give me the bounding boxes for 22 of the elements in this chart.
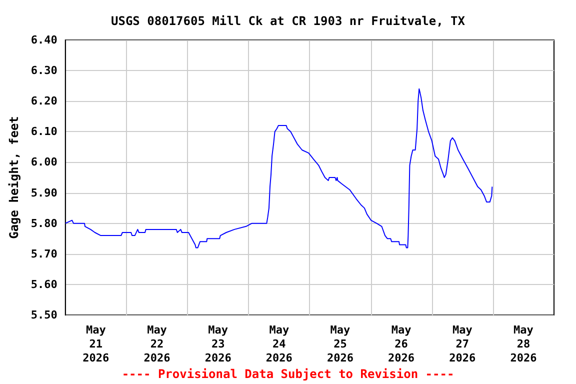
y-tick-label: 6.40 bbox=[30, 34, 58, 46]
y-tick-label: 5.80 bbox=[30, 216, 58, 230]
x-tick-label: May 26 2026 bbox=[388, 324, 415, 364]
chart-title: USGS 08017605 Mill Ck at CR 1903 nr Fruitvale, TX bbox=[110, 14, 466, 28]
x-tick-label: May 28 2026 bbox=[510, 324, 538, 364]
y-tick-label: 5.70 bbox=[30, 247, 58, 260]
x-tick-label: May 23 2026 bbox=[204, 324, 232, 364]
line-series bbox=[64, 88, 493, 248]
x-tick-label: May 25 2026 bbox=[326, 324, 354, 364]
y-tick-label: 6.30 bbox=[30, 64, 58, 78]
y-tick-label: 5.60 bbox=[30, 278, 58, 291]
y-axis-title: Gage height, feet bbox=[7, 116, 21, 239]
x-tick-label: May 22 2026 bbox=[144, 324, 171, 364]
y-tick-label: 5.50 bbox=[30, 308, 58, 322]
y-tick-label: 6.20 bbox=[30, 94, 58, 108]
y-tick-label: 6.00 bbox=[30, 156, 58, 169]
x-tick-label: May 27 2026 bbox=[449, 324, 476, 364]
y-tick-label: 6.10 bbox=[30, 125, 58, 138]
x-tick-label: May 21 2026 bbox=[82, 324, 110, 364]
x-tick-label: May 24 2026 bbox=[266, 324, 293, 364]
text: ---- Provisional Data Subject to Revision ---- bbox=[122, 367, 454, 381]
y-tick-label: 5.90 bbox=[30, 186, 58, 200]
